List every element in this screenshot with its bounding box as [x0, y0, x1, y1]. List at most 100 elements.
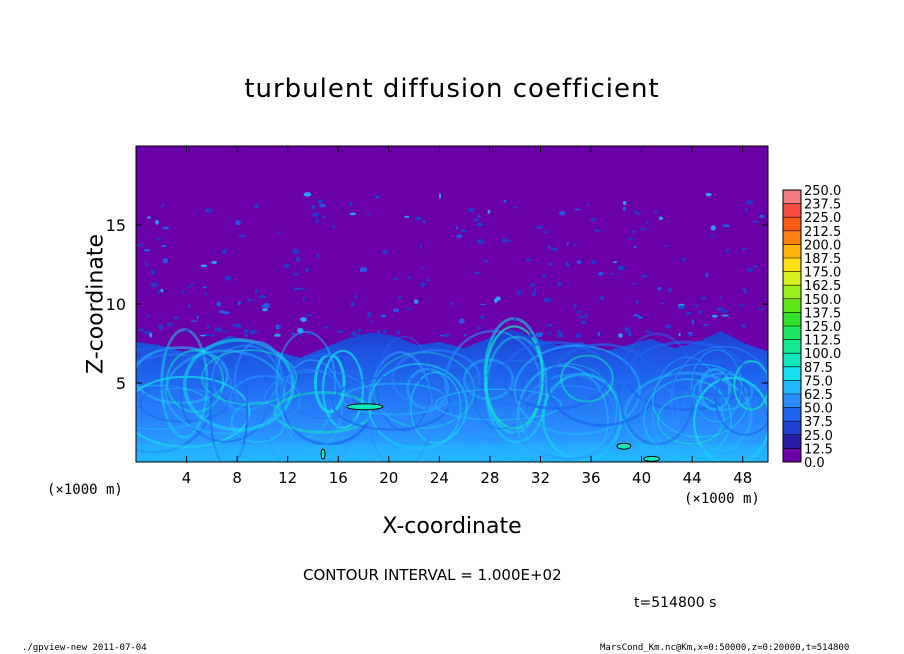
turbulent-swirl	[160, 328, 209, 439]
eddy-blob	[422, 220, 426, 223]
contour-line	[643, 455, 661, 462]
eddy-blob	[444, 333, 450, 338]
eddy-blob	[235, 220, 241, 226]
eddy-blob	[415, 216, 423, 221]
turbulent-swirl	[410, 371, 462, 444]
eddy-blob	[597, 332, 601, 336]
colorbar-label: 125.0	[804, 320, 841, 335]
eddy-blob	[237, 301, 242, 305]
eddy-blob	[739, 304, 745, 307]
eddy-blob	[687, 332, 693, 335]
eddy-blob	[576, 260, 582, 265]
contour-interval-note: CONTOUR INTERVAL = 1.000E+02	[303, 566, 562, 584]
contour-line	[616, 442, 632, 450]
eddy-blob	[354, 293, 358, 300]
x-axis-label: X-coordinate	[382, 514, 522, 539]
eddy-blob	[254, 288, 258, 294]
colorbar-swatch	[783, 421, 801, 436]
eddy-blob	[312, 212, 320, 218]
eddy-blob	[630, 230, 637, 233]
eddy-blob	[541, 273, 547, 278]
eddy-blob	[450, 301, 454, 306]
eddy-blob	[351, 330, 357, 336]
turbulent-swirl	[209, 353, 249, 462]
eddy-blob	[408, 276, 412, 280]
footer-left: ./gpview-new 2011-07-04	[22, 643, 147, 653]
eddy-blob	[150, 269, 156, 275]
eddy-blob	[476, 239, 485, 245]
colorbar-swatch	[783, 285, 801, 300]
eddy-blob	[274, 333, 281, 337]
eddy-blob	[517, 290, 522, 296]
eddy-blob	[716, 307, 724, 311]
eddy-blob	[258, 294, 267, 299]
surface-layer	[136, 444, 768, 462]
eddy-blob	[535, 331, 544, 338]
colorbar-swatch	[783, 271, 801, 286]
colorbar-label: 187.5	[804, 252, 841, 267]
eddy-blob	[664, 244, 669, 247]
eddy-blob	[421, 266, 425, 269]
eddy-blob	[297, 327, 304, 334]
eddy-blob	[396, 330, 401, 335]
colorbar-swatch	[783, 434, 801, 449]
x-tick-label: 40	[632, 469, 651, 487]
turbulent-swirl	[623, 371, 753, 461]
eddy-blob	[631, 282, 639, 285]
x-tick-label: 4	[182, 469, 192, 487]
eddy-blob	[244, 332, 249, 338]
eddy-blob	[477, 326, 482, 330]
eddy-blob	[634, 212, 641, 215]
colorbar-label: 162.5	[804, 279, 841, 294]
colorbar-swatch	[783, 448, 801, 463]
eddy-blob	[519, 330, 524, 336]
eddy-blob	[138, 328, 145, 332]
eddy-blob	[223, 276, 230, 279]
eddy-blob	[238, 234, 246, 238]
eddy-blob	[299, 333, 303, 338]
eddy-blob	[721, 309, 729, 314]
eddy-blob	[633, 245, 637, 249]
eddy-blob	[456, 234, 463, 239]
eddy-blob	[204, 208, 213, 213]
y-axis-label: Z-coordinate	[83, 234, 109, 374]
eddy-blob	[741, 248, 748, 250]
turbulent-swirl	[201, 349, 298, 406]
eddy-blob	[161, 204, 166, 206]
eddy-blob	[439, 193, 441, 199]
eddy-blob	[693, 304, 700, 307]
eddy-blob	[187, 285, 192, 288]
eddy-blob	[300, 317, 307, 322]
colorbar-label: 237.5	[804, 198, 841, 213]
eddy-blob	[302, 296, 305, 302]
eddy-blob	[419, 244, 422, 249]
eddy-blob	[196, 315, 199, 320]
eddy-blob	[283, 263, 290, 269]
eddy-blob	[526, 257, 531, 262]
x-tick-label: 20	[379, 469, 398, 487]
eddy-blob	[610, 273, 615, 276]
eddy-blob	[158, 324, 164, 330]
eddy-blob	[332, 224, 336, 229]
turbulent-swirl	[733, 360, 768, 411]
x-tick-label: 44	[683, 469, 702, 487]
eddy-blob	[627, 331, 631, 336]
eddy-blob	[599, 296, 604, 301]
eddy-blob	[214, 327, 222, 332]
eddy-blob	[593, 229, 602, 232]
eddy-blob	[665, 324, 672, 329]
eddy-blob	[495, 296, 501, 301]
eddy-blob	[557, 281, 562, 286]
eddy-blob	[350, 301, 355, 307]
turbulent-swirl	[513, 344, 641, 436]
eddy-blob	[311, 204, 316, 210]
turbulent-swirl	[182, 338, 295, 432]
colorbar-swatch	[783, 353, 801, 368]
eddy-blob	[161, 244, 167, 248]
eddy-blob	[752, 220, 760, 223]
eddy-blob	[413, 299, 419, 304]
colorbar-swatch	[783, 312, 801, 327]
eddy-blob	[556, 332, 565, 338]
eddy-blob	[181, 291, 185, 294]
